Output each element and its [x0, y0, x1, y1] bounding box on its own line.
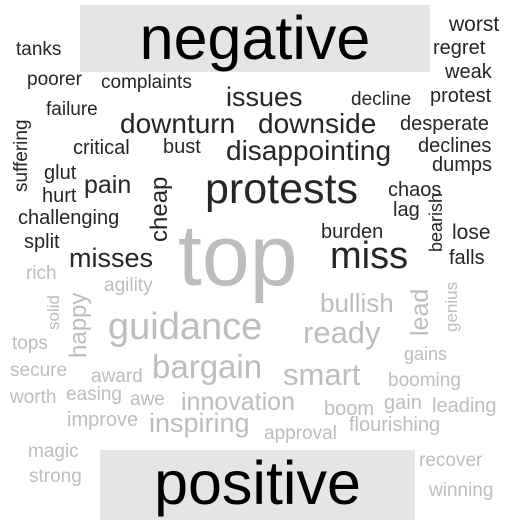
word-disappointing: disappointing: [226, 135, 392, 166]
word-chaos: chaos: [388, 179, 442, 201]
word-failure: failure: [46, 99, 98, 120]
word-strong: strong: [29, 466, 82, 487]
word-gain: gain: [384, 392, 422, 414]
word-decline: decline: [351, 89, 412, 110]
word-ready: ready: [303, 315, 381, 350]
word-leading: leading: [432, 395, 497, 417]
word-worst: worst: [449, 13, 500, 36]
word-falls: falls: [449, 247, 485, 269]
word-flourishing: flourishing: [349, 414, 441, 436]
word-downturn: downturn: [120, 108, 236, 139]
word-desperate: desperate: [400, 113, 489, 135]
word-tops: tops: [12, 333, 48, 354]
word-complaints: complaints: [101, 72, 192, 93]
word-pain: pain: [84, 171, 132, 199]
word-protest: protest: [430, 85, 492, 107]
word-weak: weak: [445, 61, 492, 83]
word-top: top: [178, 208, 298, 304]
word-lose: lose: [452, 221, 491, 244]
word-declines: declines: [418, 135, 492, 157]
word-inspiring: inspiring: [149, 408, 250, 438]
word-awe: awe: [130, 389, 165, 410]
word-misses: misses: [69, 243, 154, 273]
word-worth: worth: [10, 387, 57, 408]
word-hurt: hurt: [42, 185, 77, 207]
word-suffering: suffering: [11, 119, 32, 192]
word-issues: issues: [226, 82, 303, 112]
word-solid: solid: [44, 295, 63, 330]
word-genius: genius: [442, 281, 461, 332]
word-lead: lead: [406, 288, 434, 336]
word-award: award: [91, 366, 143, 387]
word-downside: downside: [258, 108, 377, 139]
word-challenging: challenging: [18, 207, 120, 229]
word-gains: gains: [404, 344, 448, 364]
word-innovation: innovation: [181, 388, 295, 416]
word-booming: booming: [388, 370, 461, 391]
word-regret: regret: [433, 37, 486, 59]
word-glut: glut: [44, 162, 77, 184]
word-miss: miss: [330, 235, 409, 277]
word-lag: lag: [393, 199, 420, 221]
negative-header: negative: [80, 5, 430, 72]
word-cheap: cheap: [146, 176, 173, 242]
word-rich: rich: [26, 263, 57, 284]
word-magic: magic: [28, 441, 79, 462]
word-smart: smart: [283, 357, 361, 392]
negative-header-label: negative: [139, 4, 371, 72]
word-critical: critical: [73, 137, 130, 159]
word-bullish: bullish: [320, 288, 394, 318]
word-happy: happy: [65, 292, 92, 358]
word-bearish: bearish: [426, 192, 446, 252]
positive-header: positive: [100, 450, 415, 520]
word-winning: winning: [429, 480, 494, 501]
word-secure: secure: [10, 360, 68, 381]
word-poorer: poorer: [27, 69, 82, 90]
word-split: split: [24, 231, 60, 253]
word-improve: improve: [67, 409, 139, 431]
word-burden: burden: [321, 221, 384, 243]
positive-header-label: positive: [154, 449, 361, 517]
word-bargain: bargain: [152, 348, 263, 385]
word-protests: protests: [205, 165, 358, 213]
word-tanks: tanks: [16, 39, 62, 60]
word-boom: boom: [324, 398, 375, 420]
word-easing: easing: [66, 384, 122, 405]
word-approval: approval: [264, 423, 337, 444]
word-dumps: dumps: [432, 154, 493, 176]
word-bust: bust: [163, 136, 201, 158]
word-guidance: guidance: [108, 306, 263, 348]
word-agility: agility: [104, 275, 153, 296]
word-recover: recover: [419, 450, 483, 471]
